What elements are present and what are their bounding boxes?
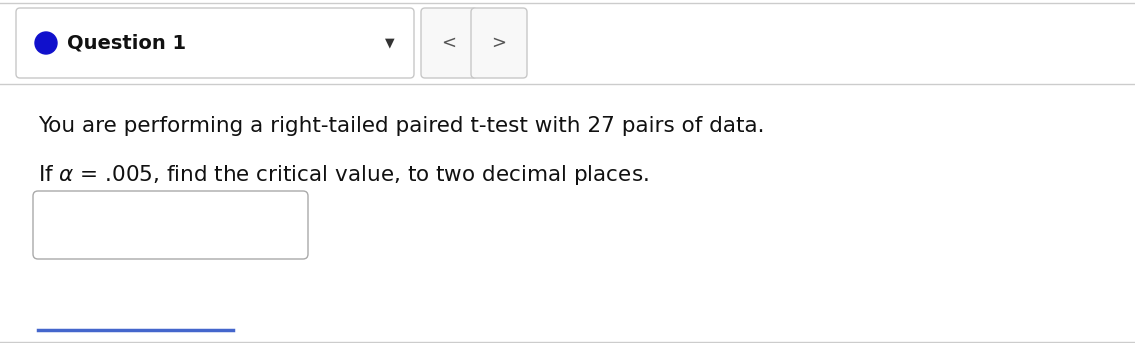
Text: If $\alpha$ = .005, find the critical value, to two decimal places.: If $\alpha$ = .005, find the critical va…: [37, 163, 649, 187]
Text: You are performing a right-tailed paired t-test with 27 pairs of data.: You are performing a right-tailed paired…: [37, 116, 765, 136]
FancyBboxPatch shape: [33, 191, 308, 259]
Text: <: <: [442, 34, 456, 52]
Circle shape: [35, 32, 57, 54]
Text: Question 1: Question 1: [67, 34, 186, 52]
FancyBboxPatch shape: [16, 8, 414, 78]
FancyBboxPatch shape: [471, 8, 527, 78]
FancyBboxPatch shape: [421, 8, 477, 78]
Text: >: >: [491, 34, 506, 52]
Text: ▼: ▼: [385, 36, 395, 49]
